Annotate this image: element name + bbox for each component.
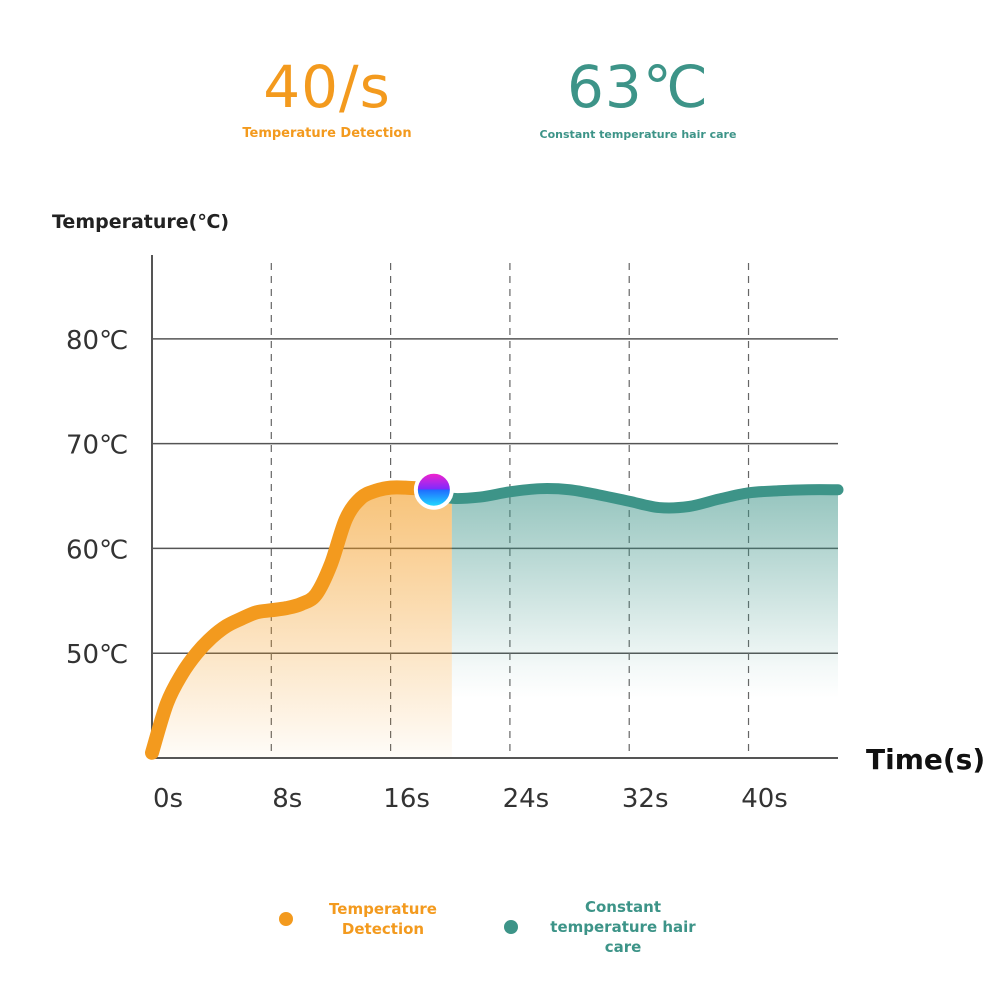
x-tick-label: 0s	[153, 784, 183, 814]
x-tick-label: 40s	[741, 784, 788, 814]
legend-label: Constant temperature hair care	[550, 898, 696, 956]
x-axis-label: Time(s)	[866, 743, 985, 776]
stat-temperature-detection: 40/s Temperature Detection	[227, 58, 427, 142]
x-tick-label: 32s	[622, 784, 669, 814]
legend-item-temperature-detection: Temperature Detection	[279, 899, 443, 939]
transition-marker	[413, 469, 454, 510]
y-tick-label: 60℃	[66, 535, 128, 565]
y-axis-label: Temperature(℃)	[52, 211, 229, 233]
legend-item-constant-temperature: Constant temperature hair care	[504, 897, 698, 957]
stat-value: 63℃	[567, 53, 709, 121]
stat-value: 40/s	[263, 53, 391, 121]
series-line-constant-temperature	[428, 483, 844, 514]
stat-label: Temperature Detection	[242, 126, 412, 141]
stat-label: Constant temperature hair care	[539, 128, 737, 141]
x-tick-label: 16s	[383, 784, 430, 814]
legend-label: Temperature Detection	[329, 900, 437, 938]
series-line-temperature-detection	[145, 480, 441, 760]
stat-constant-temperature: 63℃ Constant temperature hair care	[538, 58, 738, 142]
y-tick-label: 50℃	[66, 640, 128, 670]
x-tick-label: 24s	[503, 784, 550, 814]
x-tick-label: 8s	[272, 784, 302, 814]
legend-dot	[279, 912, 293, 926]
y-tick-label: 80℃	[66, 326, 128, 356]
area-constant-temperature	[433, 488, 838, 698]
area-temperature-detection	[152, 487, 452, 758]
y-tick-label: 70℃	[66, 431, 128, 461]
legend-dot	[504, 920, 518, 934]
